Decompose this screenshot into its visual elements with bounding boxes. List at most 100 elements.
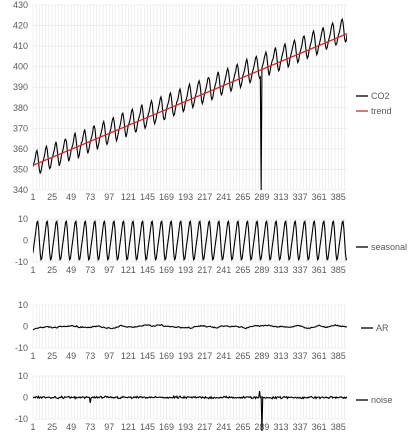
y-tick-label: 420 — [13, 21, 28, 31]
legend-label: trend — [371, 106, 392, 116]
x-tick-label: 193 — [178, 422, 193, 432]
x-tick-label: 193 — [178, 192, 193, 202]
y-tick-label: 350 — [13, 164, 28, 174]
x-tick-label: 1 — [30, 422, 35, 432]
series-line-noise — [33, 390, 347, 431]
y-tick-label: 10 — [18, 371, 28, 381]
x-tick-label: 313 — [274, 265, 289, 275]
x-tick-label: 49 — [66, 265, 76, 275]
x-tick-label: 73 — [85, 351, 95, 361]
x-tick-label: 193 — [178, 265, 193, 275]
x-tick-label: 97 — [104, 351, 114, 361]
y-tick-label: 390 — [13, 82, 28, 92]
x-tick-label: 169 — [159, 422, 174, 432]
x-tick-label: 25 — [47, 192, 57, 202]
x-tick-label: 25 — [47, 351, 57, 361]
x-tick-label: 313 — [274, 351, 289, 361]
x-tick-label: 97 — [104, 265, 114, 275]
y-tick-label: 0 — [23, 322, 28, 332]
x-tick-label: 73 — [85, 422, 95, 432]
x-tick-label: 265 — [235, 192, 250, 202]
x-tick-label: 217 — [197, 351, 212, 361]
legend-label: noise — [371, 395, 393, 405]
y-tick-label: 370 — [13, 123, 28, 133]
x-tick-label: 73 — [85, 265, 95, 275]
x-tick-label: 49 — [66, 351, 76, 361]
y-tick-label: 0 — [23, 393, 28, 403]
x-tick-label: 145 — [140, 265, 155, 275]
x-tick-label: 241 — [216, 422, 231, 432]
legend-label: AR — [376, 323, 389, 333]
y-tick-label: 340 — [13, 185, 28, 195]
x-tick-label: 97 — [104, 422, 114, 432]
x-tick-label: 385 — [331, 265, 346, 275]
x-tick-label: 1 — [30, 351, 35, 361]
series-line-trend — [33, 33, 347, 166]
y-tick-label: -10 — [15, 414, 28, 424]
x-tick-label: 217 — [197, 265, 212, 275]
x-tick-label: 145 — [140, 351, 155, 361]
x-tick-label: 169 — [159, 192, 174, 202]
x-tick-label: 265 — [235, 422, 250, 432]
series-line-CO2 — [33, 17, 347, 191]
x-tick-label: 337 — [293, 351, 308, 361]
x-tick-label: 1 — [30, 265, 35, 275]
x-tick-label: 385 — [331, 192, 346, 202]
x-tick-label: 169 — [159, 265, 174, 275]
x-tick-label: 241 — [216, 265, 231, 275]
x-tick-label: 265 — [235, 351, 250, 361]
y-tick-label: 430 — [13, 0, 28, 10]
x-tick-label: 289 — [254, 265, 269, 275]
x-tick-label: 73 — [85, 192, 95, 202]
y-tick-label: -10 — [15, 257, 28, 267]
x-tick-label: 121 — [121, 422, 136, 432]
x-tick-label: 385 — [331, 351, 346, 361]
x-tick-label: 361 — [312, 192, 327, 202]
x-tick-label: 49 — [66, 192, 76, 202]
x-tick-label: 361 — [312, 422, 327, 432]
x-tick-label: 121 — [121, 351, 136, 361]
y-tick-label: 10 — [18, 300, 28, 310]
x-tick-label: 313 — [274, 192, 289, 202]
x-tick-label: 97 — [104, 192, 114, 202]
x-tick-label: 313 — [274, 422, 289, 432]
y-tick-label: 380 — [13, 103, 28, 113]
x-tick-label: 337 — [293, 192, 308, 202]
y-tick-label: -10 — [15, 343, 28, 353]
legend-label: CO2 — [371, 91, 390, 101]
y-tick-label: 0 — [23, 236, 28, 246]
x-tick-label: 121 — [121, 192, 136, 202]
y-tick-label: 360 — [13, 144, 28, 154]
x-tick-label: 385 — [331, 422, 346, 432]
chart-panel-1: 340 350 360 370 380 390 400 410 420 430 1 25 49 73 97 1… — [13, 0, 392, 202]
x-tick-label: 193 — [178, 351, 193, 361]
x-tick-label: 289 — [254, 192, 269, 202]
y-tick-label: 410 — [13, 41, 28, 51]
chart-panel-3: -10 0 10 1 25 49 73 97 121 145 169 193 217 241 265 289 3… — [15, 300, 389, 361]
series-line-AR — [33, 323, 347, 331]
x-tick-label: 241 — [216, 192, 231, 202]
y-tick-label: 400 — [13, 62, 28, 72]
x-tick-label: 337 — [293, 422, 308, 432]
x-tick-label: 241 — [216, 351, 231, 361]
x-tick-label: 49 — [66, 422, 76, 432]
x-tick-label: 1 — [30, 192, 35, 202]
x-tick-label: 145 — [140, 192, 155, 202]
x-tick-label: 25 — [47, 422, 57, 432]
x-tick-label: 169 — [159, 351, 174, 361]
x-tick-label: 337 — [293, 265, 308, 275]
series-line-seasonal — [33, 220, 347, 261]
x-tick-label: 265 — [235, 265, 250, 275]
x-tick-label: 217 — [197, 422, 212, 432]
x-tick-label: 289 — [254, 351, 269, 361]
legend-label: seasonal — [371, 242, 407, 252]
x-tick-label: 121 — [121, 265, 136, 275]
x-tick-label: 361 — [312, 351, 327, 361]
x-tick-label: 217 — [197, 192, 212, 202]
x-tick-label: 25 — [47, 265, 57, 275]
x-tick-label: 145 — [140, 422, 155, 432]
y-tick-label: 10 — [18, 214, 28, 224]
chart-panel-2: -10 0 10 1 25 49 73 97 121 145 169 193 217 241 265 289 3… — [15, 214, 407, 275]
